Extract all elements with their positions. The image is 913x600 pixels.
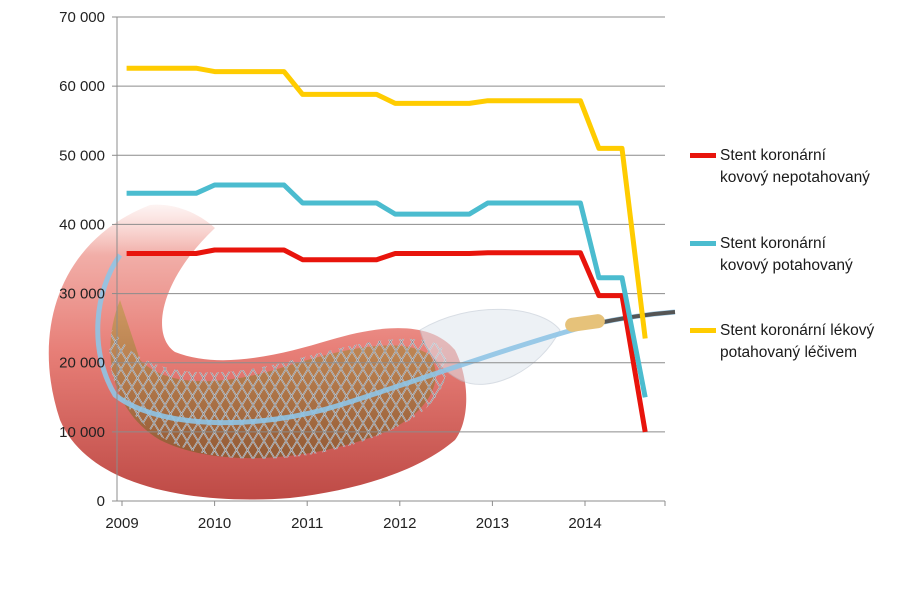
x-tick-label: 2010 [198,515,231,532]
x-tick-label: 2009 [105,515,138,532]
y-tick-label: 50 000 [59,147,105,164]
legend-item-drug-eluting: Stent koronární lékový potahovaný léčive… [690,320,910,370]
legend-item-uncoated: Stent koronární kovový nepotahovaný [690,145,910,195]
series-lines [126,65,648,433]
x-tick-label: 2012 [383,515,416,532]
y-tick-label: 30 000 [59,286,105,303]
legend-swatch [690,241,716,246]
legend-label: Stent koronární [720,147,826,164]
y-axis-ticks: 0 10 000 20 000 30 000 40 000 50 000 60 000 70 … [59,9,117,510]
legend-label: potahovaný léčivem [720,344,857,361]
legend-label: kovový nepotahovaný [720,169,870,186]
legend-swatch [690,153,716,158]
legend-label: kovový potahovaný [720,257,853,274]
y-tick-label: 40 000 [59,216,105,233]
legend: Stent koronární kovový nepotahovaný Sten… [690,145,910,375]
series-line-3 [126,65,648,339]
stent-artery-illustration [40,195,676,500]
y-tick-label: 60 000 [59,78,105,95]
y-tick-label: 20 000 [59,355,105,372]
series-line-2 [126,182,648,398]
legend-label: Stent koronární [720,235,826,252]
y-tick-label: 10 000 [59,424,105,441]
series-line-1 [126,247,648,433]
y-tick-label: 0 [97,493,105,510]
y-tick-label: 70 000 [59,9,105,26]
x-tick-label: 2013 [476,515,509,532]
x-tick-label: 2011 [291,515,323,532]
legend-swatch [690,328,716,333]
axes [116,17,665,502]
x-axis-ticks: 2009 2010 2011 2012 2013 2014 [105,501,666,532]
legend-label: Stent koronární lékový [720,322,875,339]
x-tick-label: 2014 [568,515,601,532]
gridlines [117,16,665,433]
legend-item-coated: Stent koronární kovový potahovaný [690,233,910,283]
